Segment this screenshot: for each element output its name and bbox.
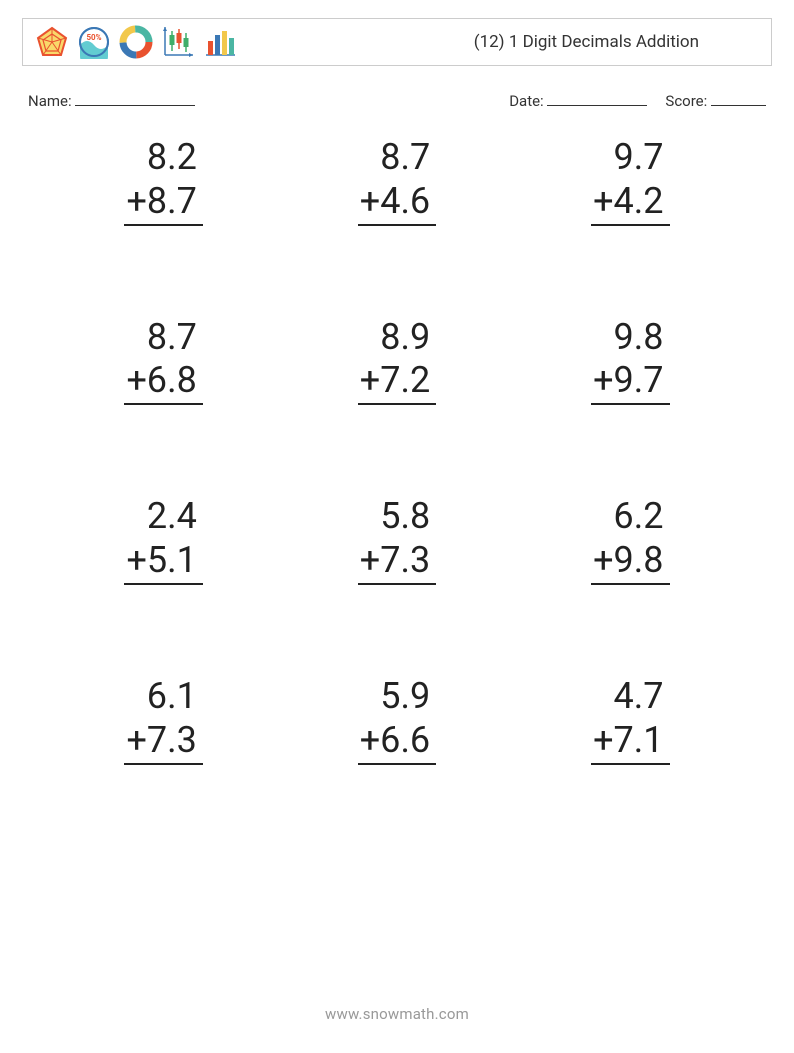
problem-2: 8.7 +4.6 [285,136,508,226]
pentagon-chart-icon [35,25,69,59]
operator: + [360,180,380,222]
problem-top: 6.1 [124,675,202,719]
problem-bottom: +7.3 [358,539,436,585]
problem-bottom: +8.7 [124,180,202,226]
operator: + [126,180,146,222]
problems-grid: 8.2 +8.7 8.7 +4.6 9.7 +4.2 8.7 +6.8 8.9 [22,136,772,765]
problem-12: 4.7 +7.1 [519,675,742,765]
operator: + [126,539,146,581]
problem-bottom: +6.8 [124,359,202,405]
svg-text:50%: 50% [86,33,101,42]
operator: + [126,719,146,761]
date-label: Date: [509,92,544,110]
problem-top: 8.2 [124,136,202,180]
problem-top: 8.7 [358,136,436,180]
problem-top: 5.9 [358,675,436,719]
date-field: Date: [509,90,647,110]
problem-top: 2.4 [124,495,202,539]
problem-bottom: +6.6 [358,719,436,765]
score-blank[interactable] [711,90,766,106]
problem-top: 4.7 [591,675,669,719]
problem-top: 8.9 [358,316,436,360]
problem-8: 5.8 +7.3 [285,495,508,585]
score-label: Score: [665,92,707,110]
problem-bottom: +7.1 [591,719,669,765]
operator: + [593,359,613,401]
problem-10: 6.1 +7.3 [52,675,275,765]
problem-5: 8.9 +7.2 [285,316,508,406]
operator: + [126,359,146,401]
header-bar: 50% [22,18,772,66]
operator: + [360,359,380,401]
problem-top: 6.2 [591,495,669,539]
worksheet-title: (12) 1 Digit Decimals Addition [474,32,759,52]
operator: + [360,719,380,761]
name-field: Name: [28,90,195,110]
problem-bottom: +9.7 [591,359,669,405]
percent-circle-icon: 50% [77,25,111,59]
problem-top: 9.7 [591,136,669,180]
name-label: Name: [28,92,72,110]
problem-6: 9.8 +9.7 [519,316,742,406]
problem-bottom: +9.8 [591,539,669,585]
score-field: Score: [665,90,766,110]
operator: + [360,539,380,581]
name-blank[interactable] [75,90,195,106]
bar-chart-icon [203,25,237,59]
worksheet-page: 50% [0,0,794,1053]
operator: + [593,539,613,581]
operator: + [593,180,613,222]
donut-chart-icon [119,25,153,59]
candlestick-chart-icon [161,25,195,59]
meta-row: Name: Date: Score: [28,90,766,110]
icon-strip: 50% [35,25,237,59]
date-blank[interactable] [547,90,647,106]
problem-bottom: +4.6 [358,180,436,226]
problem-bottom: +5.1 [124,539,202,585]
footer-url: www.snowmath.com [0,1005,794,1023]
problem-bottom: +4.2 [591,180,669,226]
problem-3: 9.7 +4.2 [519,136,742,226]
problem-11: 5.9 +6.6 [285,675,508,765]
problem-9: 6.2 +9.8 [519,495,742,585]
operator: + [593,719,613,761]
problem-top: 8.7 [124,316,202,360]
problem-bottom: +7.3 [124,719,202,765]
problem-4: 8.7 +6.8 [52,316,275,406]
problem-1: 8.2 +8.7 [52,136,275,226]
problem-top: 5.8 [358,495,436,539]
problem-7: 2.4 +5.1 [52,495,275,585]
problem-bottom: +7.2 [358,359,436,405]
problem-top: 9.8 [591,316,669,360]
